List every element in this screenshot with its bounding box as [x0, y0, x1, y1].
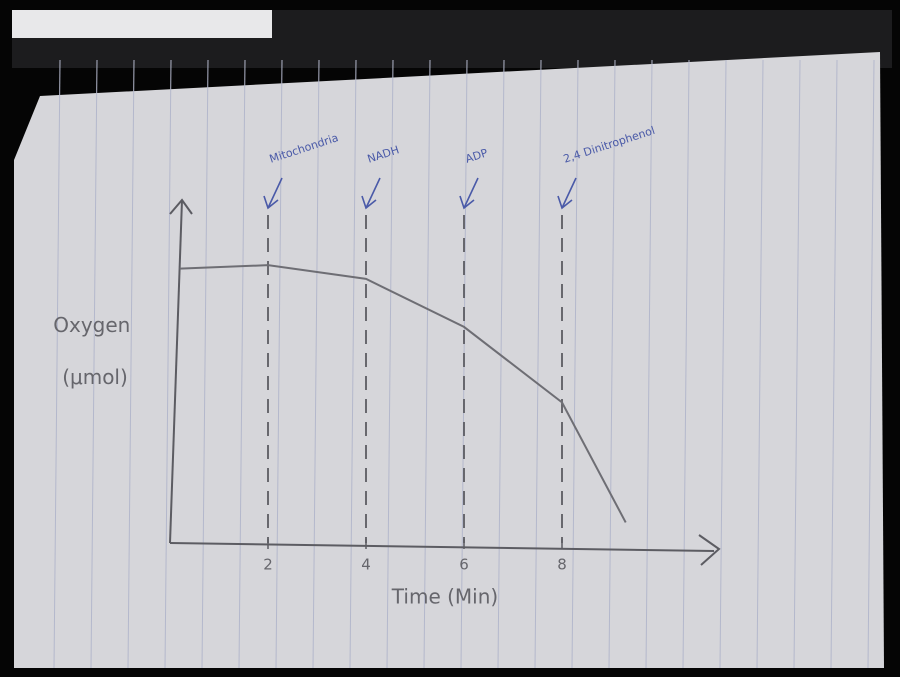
- x-tick-label: 8: [557, 556, 567, 574]
- x-tick-label: 6: [459, 556, 469, 574]
- background-sheet: [12, 10, 272, 38]
- x-tick-label: 4: [361, 556, 371, 574]
- photo: Time (Min) Oxygen (μmol) 2468Mitochondri…: [0, 0, 900, 677]
- x-axis-label: Time (Min): [391, 585, 498, 609]
- x-tick-label: 2: [263, 556, 273, 574]
- paper: [14, 52, 884, 668]
